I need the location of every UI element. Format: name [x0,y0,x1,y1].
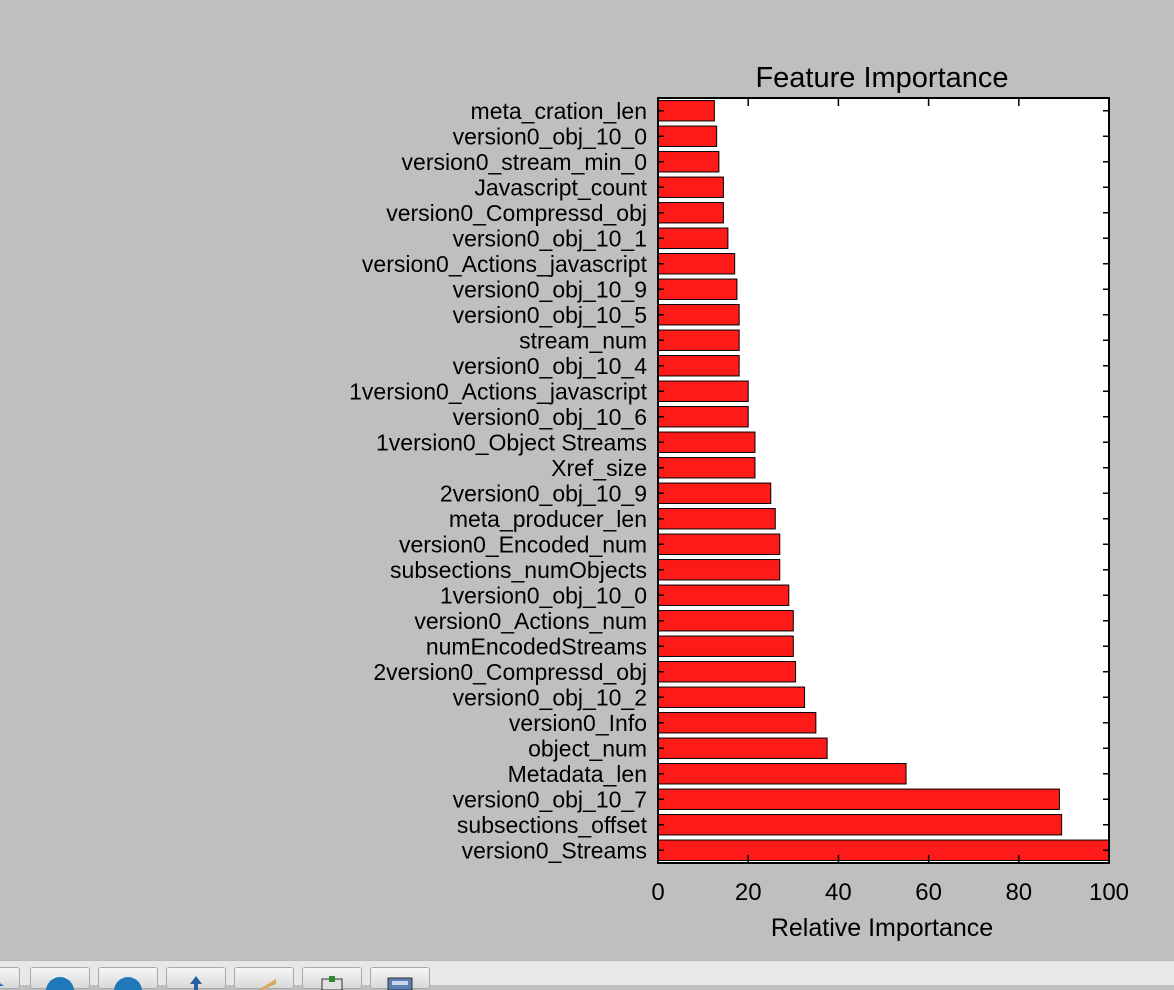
chart-title: Feature Importance [755,62,1008,94]
bar-version0-actions-num [657,610,794,632]
pan-button[interactable] [166,967,226,990]
y-tick-label: subsections_numObjects [390,557,647,583]
y-tick-label: version0_obj_10_1 [453,225,647,251]
bar-version0-streams [657,839,1110,861]
y-tick-label: 1version0_obj_10_0 [440,582,647,608]
y-tick-label: meta_cration_len [471,98,647,124]
bar-meta-cration-len [657,100,715,122]
home-button[interactable] [0,967,20,989]
bar-2version0-obj-10-9 [657,482,772,504]
y-tick-label: version0_obj_10_6 [453,404,647,430]
bar-xref-size [657,457,756,479]
plot-area [658,98,1109,863]
y-tick-labels: meta_cration_lenversion0_obj_10_0version… [349,98,647,864]
save-button[interactable] [370,967,430,990]
bar-meta-producer-len [657,508,776,530]
y-tick-label: 2version0_Compressd_obj [373,659,647,685]
x-tick-label: 40 [825,879,852,906]
y-tick-label: version0_Info [509,710,647,736]
y-tick-label: meta_producer_len [449,506,647,532]
back-arrow-button[interactable] [30,967,90,990]
bar-1version0-obj-10-0 [657,584,790,606]
bar-metadata-len [657,763,907,785]
y-tick-label: 1version0_Actions_javascript [349,378,647,404]
bar-1version0-actions-javascript [657,380,749,402]
bar-1version0-object-streams [657,431,756,453]
y-tick-label: version0_stream_min_0 [402,149,647,175]
bar-version0-obj-10-4 [657,355,740,377]
x-tick-label: 100 [1089,879,1129,906]
y-tick-label: version0_obj_10_0 [453,123,647,149]
y-tick-label: Javascript_count [474,174,647,200]
bar-version0-stream-min-0 [657,151,720,173]
bar-version0-obj-10-5 [657,304,740,326]
plot-frame [657,97,1110,864]
bar-version0-obj-10-1 [657,227,729,249]
bar-version0-compressd-obj [657,202,724,224]
bar-object-num [657,737,828,759]
y-tick-label: version0_obj_10_2 [453,684,647,710]
x-tick-label: 60 [915,879,942,906]
y-tick-label: object_num [528,735,647,761]
x-tick-label: 20 [735,879,762,906]
bar-version0-info [657,712,817,734]
forward-arrow-button[interactable] [98,967,158,990]
y-tick-label: version0_Encoded_num [399,531,647,557]
y-tick-label: version0_Streams [462,837,647,863]
bar-version0-obj-10-0 [657,125,718,147]
bar-stream-num [657,329,740,351]
bar-2version0-compressd-obj [657,661,797,683]
y-tick-label: Xref_size [551,455,647,481]
configure-subplots-button[interactable] [302,967,362,990]
bar-version0-obj-10-7 [657,788,1060,810]
bar-version0-obj-10-9 [657,278,738,300]
bar-javascript-count [657,176,724,198]
y-tick-label: version0_Compressd_obj [386,200,647,226]
x-axis-label: Relative Importance [771,914,993,942]
x-tick-label: 80 [1005,879,1032,906]
y-tick-label: Metadata_len [508,761,647,787]
y-tick-label: 1version0_Object Streams [376,429,647,455]
bar-version0-obj-10-6 [657,406,749,428]
bar-version0-encoded-num [657,533,781,555]
y-tick-label: version0_obj_10_5 [453,302,647,328]
bar-version0-obj-10-2 [657,686,806,708]
y-tick-label: version0_obj_10_9 [453,276,647,302]
zoom-button[interactable] [234,967,294,990]
bar-version0-actions-javascript [657,253,736,275]
x-tick-label: 0 [651,879,664,906]
x-tick-labels: 0 20 40 60 80 100 [651,879,1129,906]
y-tick-label: numEncodedStreams [426,633,647,659]
y-tick-label: subsections_offset [457,812,648,838]
feature-importance-chart: Feature Importance meta_cration_lenversi… [349,62,1129,942]
bar-subsections-numobjects [657,559,781,581]
bar-subsections-offset [657,814,1063,836]
y-tick-label: version0_Actions_javascript [362,251,648,277]
bar-numencodedstreams [657,635,794,657]
y-tick-label: 2version0_obj_10_9 [440,480,647,506]
plot-toolbar [0,960,1174,990]
y-tick-label: version0_obj_10_4 [453,353,648,379]
y-tick-label: version0_obj_10_7 [453,786,647,812]
y-tick-label: stream_num [519,327,647,353]
y-tick-label: version0_Actions_num [414,608,647,634]
